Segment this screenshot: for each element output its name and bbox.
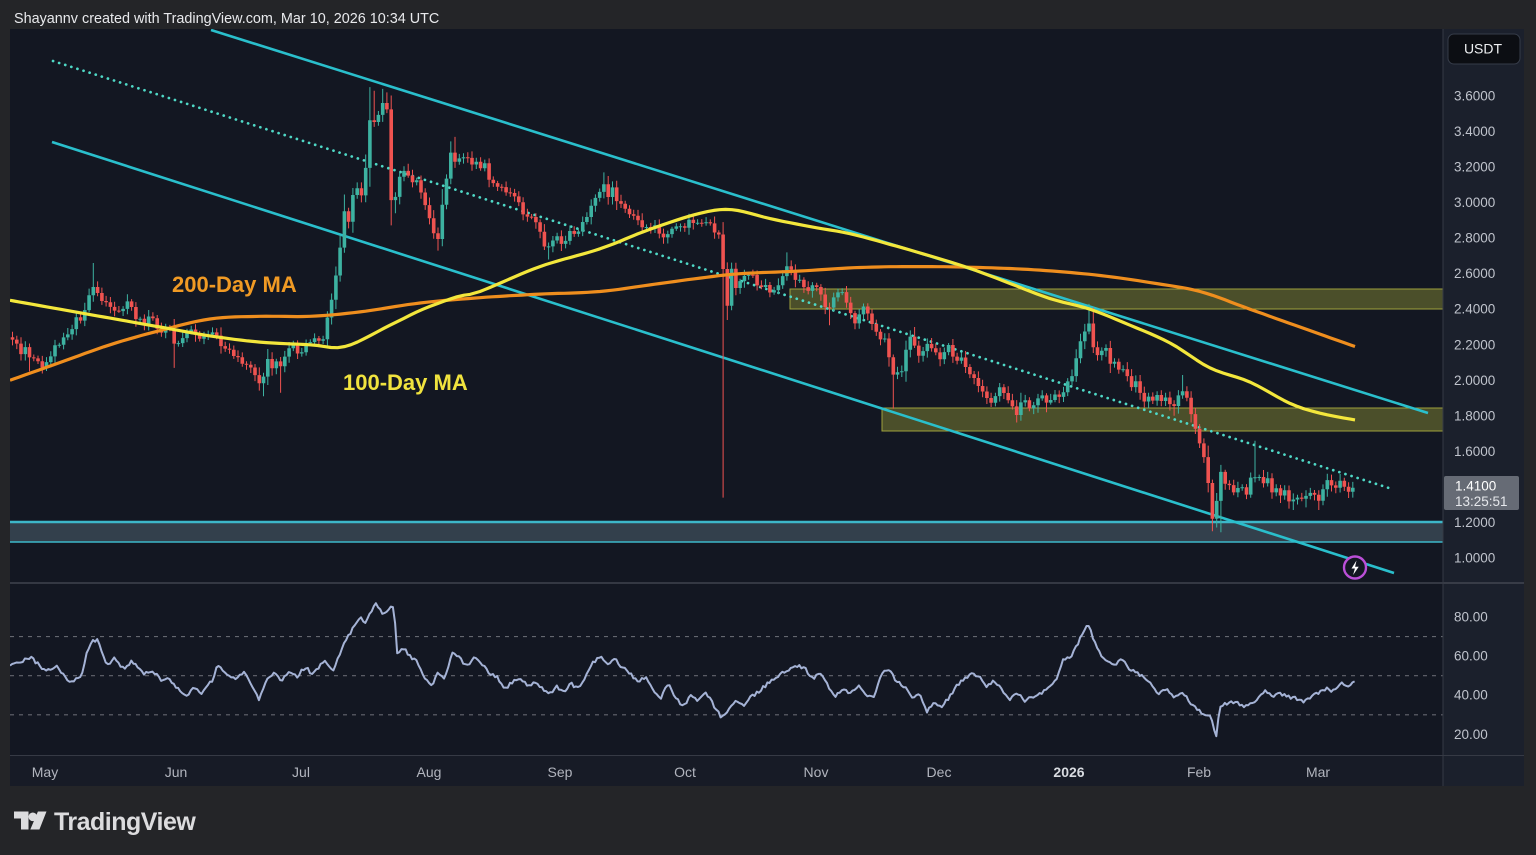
svg-text:Oct: Oct	[674, 764, 696, 780]
svg-text:USDT: USDT	[1464, 41, 1503, 57]
svg-text:Feb: Feb	[1187, 764, 1211, 780]
svg-text:1.0000: 1.0000	[1454, 551, 1495, 566]
svg-text:2.4000: 2.4000	[1454, 302, 1495, 317]
svg-text:3.6000: 3.6000	[1454, 89, 1495, 104]
svg-text:100-Day MA: 100-Day MA	[343, 370, 468, 395]
svg-text:2.8000: 2.8000	[1454, 231, 1495, 246]
svg-text:Jul: Jul	[292, 764, 310, 780]
svg-text:2.0000: 2.0000	[1454, 373, 1495, 388]
svg-text:2.2000: 2.2000	[1454, 337, 1495, 352]
svg-text:20.00: 20.00	[1454, 727, 1488, 742]
svg-text:80.00: 80.00	[1454, 610, 1488, 625]
svg-text:May: May	[32, 764, 58, 780]
svg-text:Jun: Jun	[165, 764, 188, 780]
svg-text:1.2000: 1.2000	[1454, 515, 1495, 530]
svg-text:2026: 2026	[1053, 764, 1084, 780]
svg-text:Nov: Nov	[804, 764, 829, 780]
svg-text:1.8000: 1.8000	[1454, 408, 1495, 423]
svg-text:Sep: Sep	[548, 764, 573, 780]
svg-text:Mar: Mar	[1306, 764, 1330, 780]
svg-text:3.0000: 3.0000	[1454, 195, 1495, 210]
svg-text:200-Day MA: 200-Day MA	[172, 272, 297, 297]
svg-text:3.2000: 3.2000	[1454, 160, 1495, 175]
svg-text:1.6000: 1.6000	[1454, 444, 1495, 459]
svg-text:60.00: 60.00	[1454, 649, 1488, 664]
svg-text:TradingView: TradingView	[54, 808, 196, 836]
svg-text:Aug: Aug	[417, 764, 442, 780]
svg-text:Dec: Dec	[927, 764, 952, 780]
svg-text:Shayannv created with TradingV: Shayannv created with TradingView.com, M…	[14, 11, 439, 27]
svg-text:13:25:51: 13:25:51	[1455, 494, 1508, 509]
svg-text:3.4000: 3.4000	[1454, 124, 1495, 139]
svg-text:40.00: 40.00	[1454, 688, 1488, 703]
svg-text:2.6000: 2.6000	[1454, 266, 1495, 281]
svg-text:1.4100: 1.4100	[1455, 479, 1496, 494]
